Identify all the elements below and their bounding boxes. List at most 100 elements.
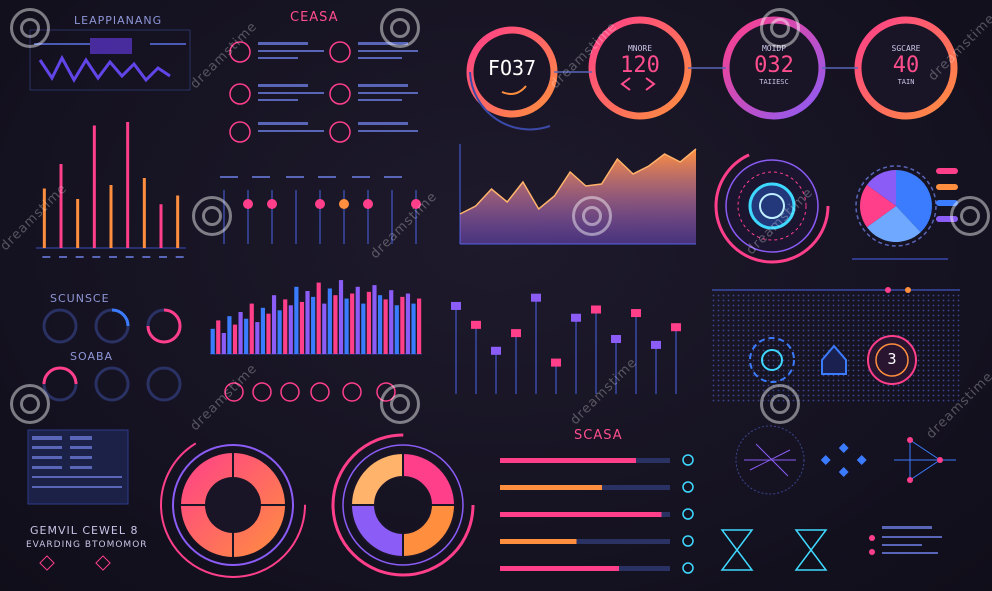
bar <box>417 298 422 354</box>
bar <box>249 303 254 354</box>
gauge-section-1-title: SCUNSCE <box>50 292 110 305</box>
bar <box>221 333 226 354</box>
bar-end-dot <box>682 454 694 466</box>
pie-divider <box>852 258 948 260</box>
watermark-swirl-icon <box>10 8 50 48</box>
bar <box>389 290 394 354</box>
bottom-left-icons <box>39 555 111 571</box>
donut-slice <box>349 451 404 506</box>
bar <box>294 286 299 354</box>
bar <box>283 299 288 354</box>
bar <box>288 305 293 354</box>
top-left-title: LEAPPIANANG <box>74 14 163 27</box>
bar-cap <box>611 335 621 343</box>
bar-cap <box>451 301 461 310</box>
watermark-swirl-icon <box>950 196 990 236</box>
bar <box>266 313 271 354</box>
ring-4-wrap: SGCARE 40 TAIN <box>866 44 946 86</box>
bar <box>255 322 260 354</box>
dense-bar-chart <box>210 280 422 355</box>
bar-cap <box>631 309 641 318</box>
bar <box>271 295 277 354</box>
donut-slice <box>402 504 457 559</box>
pie-chart <box>855 165 937 247</box>
bar <box>400 296 405 354</box>
bar <box>355 286 360 354</box>
bar <box>500 485 602 490</box>
pie-slice <box>896 170 932 233</box>
center-badge-value: 3 <box>887 350 897 368</box>
bar-cap <box>651 340 661 349</box>
bar-cap <box>591 305 601 314</box>
bar <box>500 566 619 571</box>
bar <box>383 299 388 354</box>
info-table-panel <box>27 429 129 505</box>
tick-label <box>142 256 151 258</box>
pie-slice <box>866 206 921 242</box>
bar <box>238 312 243 354</box>
ring-3-value: 032 <box>754 53 794 78</box>
spike-bar-chart <box>36 122 186 258</box>
bar <box>227 316 232 354</box>
watermark-swirl-icon <box>380 384 420 424</box>
tick-label <box>92 256 101 258</box>
watermark-swirl-icon <box>380 8 420 48</box>
tick-label <box>175 256 184 258</box>
bar <box>500 458 636 463</box>
pie-slice <box>860 184 896 228</box>
bar-end-dot <box>682 562 694 574</box>
bar-cap <box>491 346 501 355</box>
bars-title: SCASA <box>574 428 623 443</box>
gauge-group-1 <box>42 308 182 344</box>
bar-cap <box>671 323 681 332</box>
donut-chart-1 <box>160 432 306 578</box>
dot-grid-panel <box>712 287 960 404</box>
ring-4-value: 40 <box>892 53 920 78</box>
ring-2-value: 120 <box>620 53 660 78</box>
bar <box>394 305 399 354</box>
bar <box>305 291 310 354</box>
donut-slice <box>402 451 457 506</box>
donut-chart-2 <box>331 433 475 577</box>
lollipop-chart <box>451 293 681 394</box>
ring-3-sub2: TAIIESC <box>759 78 789 86</box>
pie-slice <box>866 170 896 206</box>
bar <box>327 288 332 354</box>
pie-outline <box>855 165 937 247</box>
bar <box>411 303 416 354</box>
ring-1-value-wrap: FO37 <box>477 56 547 80</box>
tick-label <box>59 256 67 258</box>
bar <box>311 296 316 354</box>
watermark-swirl-icon <box>760 384 800 424</box>
watermark-swirl-icon <box>572 196 612 236</box>
bar <box>338 280 344 354</box>
gauge-group-2 <box>42 366 182 402</box>
watermark-swirl-icon <box>760 8 800 48</box>
bar-end-dot <box>682 535 694 547</box>
ring-4-sub: SGCARE <box>891 44 921 53</box>
bar-cap <box>511 329 521 338</box>
bar-end-dot <box>682 508 694 520</box>
bar <box>277 310 282 354</box>
donut-outer-ring <box>331 433 475 577</box>
bottom-right-widgets <box>720 526 942 571</box>
ring-3-sub: MOIDP <box>761 44 787 53</box>
bar <box>316 282 321 354</box>
bottom-left-line2: EVARDING BTOMOMOR <box>26 540 148 550</box>
horizontal-bar-chart <box>500 454 694 574</box>
area-chart <box>459 144 697 245</box>
gauge-section-2-title: SOABA <box>70 350 114 363</box>
bar <box>210 328 215 354</box>
bar <box>405 293 411 354</box>
bar <box>232 324 238 354</box>
bar-cap <box>471 320 481 329</box>
bar-end-dot <box>682 481 694 493</box>
bar-cap <box>531 293 541 302</box>
bar <box>244 318 249 354</box>
bar-cap <box>551 358 561 367</box>
donut-slice <box>349 504 404 559</box>
bar <box>350 293 355 354</box>
tick-label <box>159 256 167 258</box>
top-mid-title: CEASA <box>290 10 339 25</box>
